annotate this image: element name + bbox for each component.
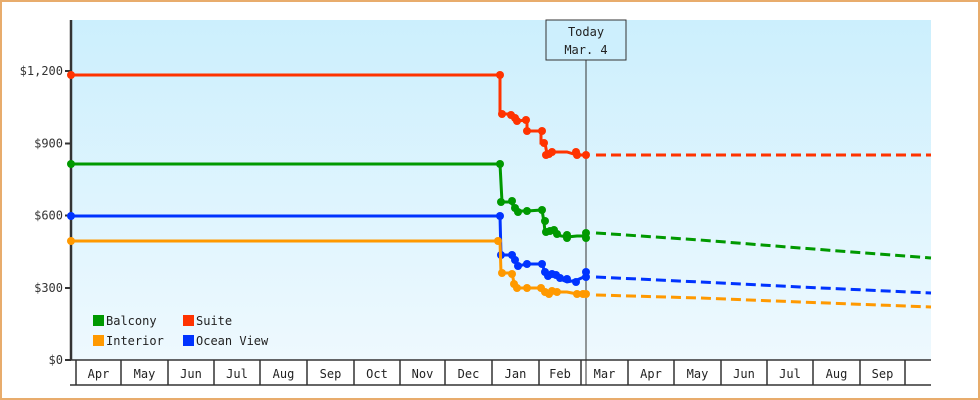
y-tick-label: $600 <box>34 209 63 223</box>
month-label: Jul <box>226 367 248 381</box>
month-label: Mar <box>594 367 616 381</box>
ocean-view-swatch-icon <box>183 335 194 346</box>
month-label: Jul <box>779 367 801 381</box>
legend-label: Interior <box>106 334 164 348</box>
month-label: Jun <box>733 367 755 381</box>
suite-swatch-icon <box>183 315 194 326</box>
legend-item-balcony: Balcony <box>93 314 157 328</box>
legend-item-interior: Interior <box>93 334 164 348</box>
series-suite <box>67 71 931 159</box>
x-axis <box>70 359 931 386</box>
y-tick-label: $900 <box>34 137 63 151</box>
series-ocean-view <box>67 212 932 295</box>
month-label: Oct <box>366 367 388 381</box>
legend-item-suite: Suite <box>183 314 232 328</box>
month-label: Jan <box>505 367 527 381</box>
month-label: Sep <box>872 367 894 381</box>
month-label: Aug <box>826 367 848 381</box>
month-label: Aug <box>273 367 295 381</box>
legend-label: Ocean View <box>196 334 269 348</box>
month-label: Nov <box>412 367 434 381</box>
series-balcony <box>67 160 932 260</box>
month-label: Apr <box>640 367 662 381</box>
month-label: Feb <box>549 367 571 381</box>
balcony-swatch-icon <box>93 315 104 326</box>
y-tick-label: $0 <box>49 353 63 367</box>
series-interior <box>67 237 932 309</box>
month-label: May <box>134 367 156 381</box>
y-tick-label: $300 <box>34 281 63 295</box>
today-label: Today <box>568 25 604 39</box>
y-tick-label: $1,200 <box>20 64 63 78</box>
today-date: Mar. 4 <box>564 43 607 57</box>
month-label: Apr <box>88 367 110 381</box>
legend-label: Balcony <box>106 314 157 328</box>
month-label: Jun <box>180 367 202 381</box>
legend: Balcony Suite Interior Ocean View <box>93 314 269 348</box>
legend-item-ocean-view: Ocean View <box>183 334 269 348</box>
legend-label: Suite <box>196 314 232 328</box>
today-box <box>545 19 627 61</box>
month-label: Dec <box>458 367 480 381</box>
month-label: May <box>687 367 709 381</box>
interior-swatch-icon <box>93 335 104 346</box>
month-label: Sep <box>320 367 342 381</box>
x-month-labels: Apr May Jun Jul Aug Sep Oct Nov Dec Jan … <box>88 367 894 381</box>
